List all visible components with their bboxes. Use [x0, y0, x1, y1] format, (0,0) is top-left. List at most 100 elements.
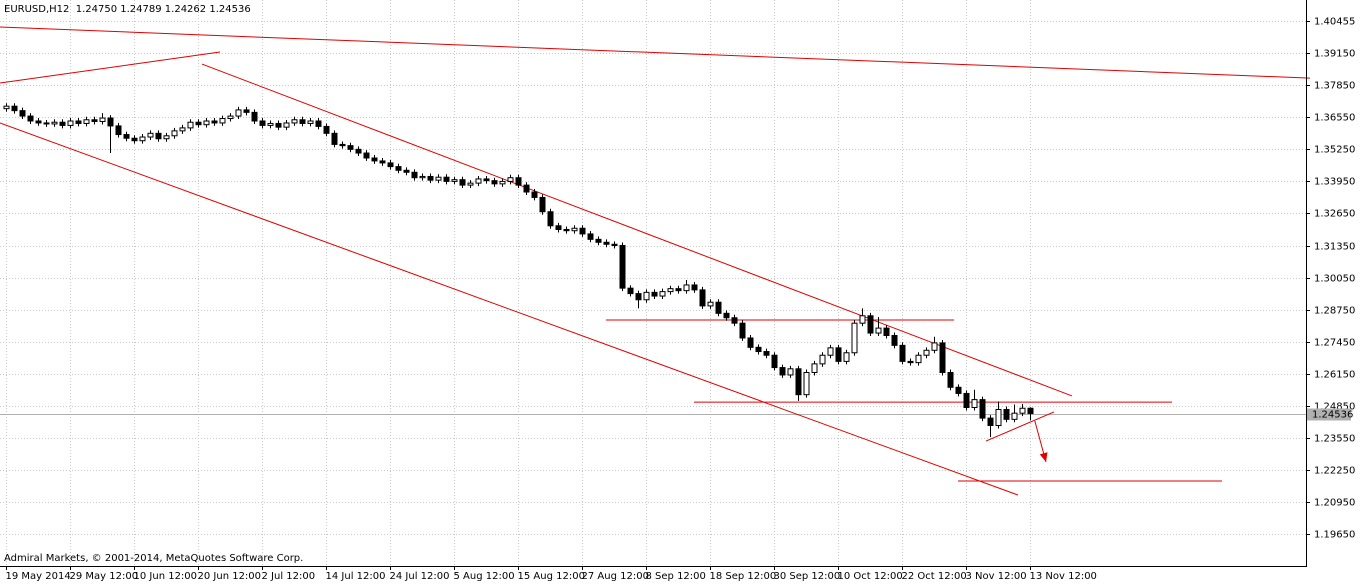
candle-body — [859, 315, 866, 324]
footer: Admiral Markets, © 2001-2014, MetaQuotes… — [4, 553, 303, 564]
candle-body — [203, 120, 210, 126]
candle-body — [419, 175, 426, 179]
candle-body — [827, 347, 834, 356]
candle-body — [123, 134, 130, 139]
candle-body — [307, 120, 314, 124]
candle-body — [323, 125, 330, 134]
candle-body — [443, 176, 450, 182]
candle-body — [651, 291, 658, 297]
candle-body — [275, 122, 282, 128]
candles — [3, 103, 1034, 438]
candle-body — [667, 288, 674, 293]
candle-body — [891, 335, 898, 346]
x-tick-label: 10 Jun 12:00 — [134, 571, 198, 582]
x-tick-label: 27 Aug 12:00 — [582, 571, 649, 582]
candle-body — [611, 243, 618, 247]
candle-body — [219, 118, 226, 124]
candle-body — [315, 120, 322, 127]
grid — [0, 0, 1306, 566]
candle-body — [227, 115, 234, 120]
candle-body — [155, 132, 162, 140]
y-tick-label: 1.35250 — [1314, 145, 1355, 156]
candle-body — [875, 327, 882, 334]
candle-body — [787, 368, 794, 376]
candle-body — [435, 176, 442, 181]
x-tick-label: 8 Sep 12:00 — [646, 571, 706, 582]
x-tick-label: 22 Oct 12:00 — [902, 571, 967, 582]
y-tick-label: 1.36550 — [1314, 113, 1355, 124]
candle-body — [563, 228, 570, 232]
candle-body — [771, 354, 778, 369]
candle-body — [1019, 407, 1026, 414]
candle-body — [715, 301, 722, 314]
x-tick-label: 14 Jul 12:00 — [326, 571, 386, 582]
candle-body — [27, 115, 34, 122]
candle-body — [387, 162, 394, 168]
candle-body — [211, 120, 218, 124]
candle-body — [1027, 407, 1034, 415]
candle-body — [571, 227, 578, 232]
candle-body — [75, 120, 82, 124]
candle-body — [355, 148, 362, 154]
candle-body — [963, 392, 970, 409]
candle-body — [931, 342, 938, 351]
candle-body — [195, 121, 202, 126]
candle-body — [795, 368, 802, 396]
candle-body — [635, 293, 642, 301]
candle-body — [451, 179, 458, 182]
x-tick-label: 29 May 12:00 — [70, 571, 139, 582]
candle-body — [131, 137, 138, 142]
candle-body — [531, 191, 538, 198]
x-tick-label: 30 Sep 12:00 — [774, 571, 841, 582]
candle-body — [491, 180, 498, 185]
candle-body — [11, 105, 18, 112]
chart-header: EURUSD,H12 1.24750 1.24789 1.24262 1.245… — [4, 4, 251, 15]
candle-body — [867, 315, 874, 334]
candle-body — [179, 127, 186, 132]
candle-body — [811, 363, 818, 373]
candle-body — [43, 122, 50, 125]
candle-body — [835, 347, 842, 362]
x-tick-label: 18 Sep 12:00 — [710, 571, 777, 582]
x-tick-label: 10 Oct 12:00 — [838, 571, 903, 582]
candle-body — [659, 291, 666, 297]
candle-body — [459, 179, 466, 186]
candle-body — [979, 399, 986, 419]
x-tick-label: 15 Aug 12:00 — [518, 571, 585, 582]
candle-body — [947, 371, 954, 388]
candle-body — [899, 344, 906, 362]
candle-body — [235, 109, 242, 117]
y-tick-label: 1.40455 — [1314, 17, 1355, 28]
candle-body — [147, 132, 154, 138]
candle-body — [691, 284, 698, 291]
candle-body — [363, 152, 370, 159]
candle-body — [995, 408, 1002, 427]
candle-body — [139, 136, 146, 142]
candle-body — [259, 120, 266, 126]
trendline — [201, 63, 1073, 397]
candle-body — [723, 312, 730, 319]
candle-body — [243, 109, 250, 113]
y-tick-label: 1.30050 — [1314, 274, 1355, 285]
candle-body — [187, 121, 194, 129]
candle-body — [763, 351, 770, 356]
y-tick-label: 1.32650 — [1314, 209, 1355, 220]
y-tick-label: 1.39150 — [1314, 49, 1355, 60]
y-tick-label: 1.19650 — [1314, 530, 1355, 541]
candle-body — [739, 322, 746, 339]
candle-body — [843, 352, 850, 362]
candle-body — [67, 120, 74, 126]
candle-body — [595, 238, 602, 243]
y-tick-label: 1.26150 — [1314, 370, 1355, 381]
candle-body — [395, 166, 402, 171]
x-tick-label: 2 Jul 12:00 — [262, 571, 316, 582]
y-tick-label: 1.20950 — [1314, 498, 1355, 509]
candle-body — [107, 117, 114, 127]
candle-body — [59, 121, 66, 126]
candle-body — [819, 354, 826, 365]
candle-body — [579, 227, 586, 235]
candle-body — [939, 342, 946, 373]
y-tick-label: 1.31350 — [1314, 242, 1355, 253]
y-tick-label: 1.24850 — [1314, 402, 1355, 413]
